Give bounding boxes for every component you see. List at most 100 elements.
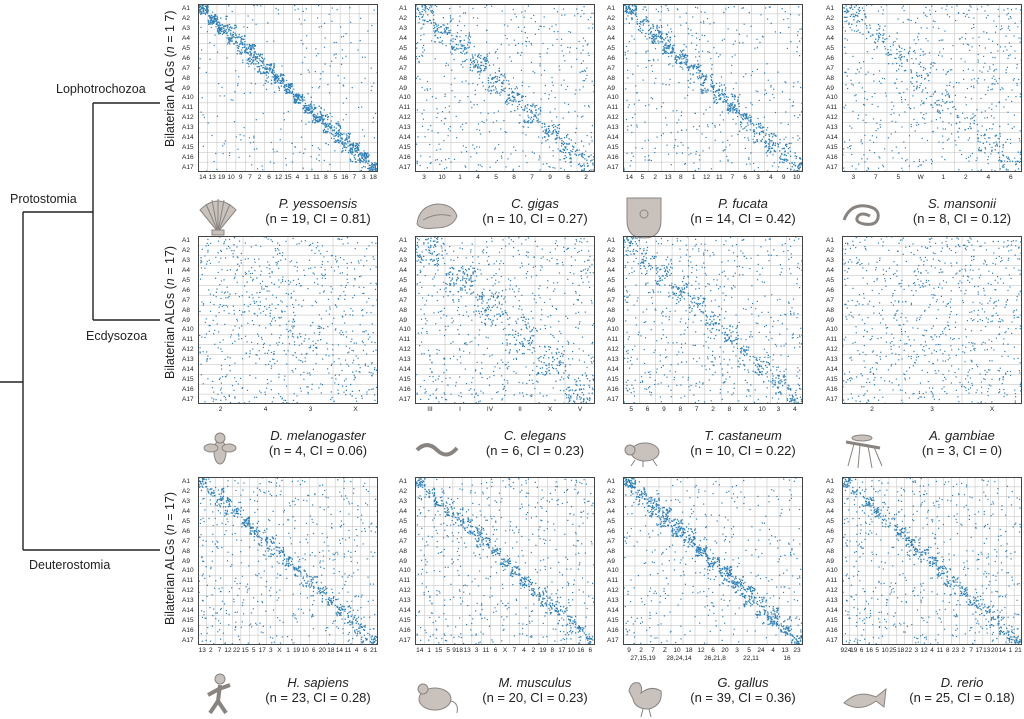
ortholog-dot xyxy=(798,31,799,32)
ortholog-dot xyxy=(845,11,846,12)
ortholog-dot xyxy=(574,111,575,112)
ortholog-dot xyxy=(444,96,445,97)
ortholog-dot xyxy=(488,82,489,83)
ortholog-dot xyxy=(862,87,863,88)
ortholog-dot xyxy=(795,165,796,166)
ortholog-dot xyxy=(688,69,689,70)
ortholog-dot xyxy=(918,33,919,34)
ortholog-dot xyxy=(707,41,708,42)
ortholog-dot xyxy=(251,55,252,56)
ortholog-dot xyxy=(904,10,905,11)
ortholog-dot xyxy=(229,396,230,397)
ortholog-dot xyxy=(473,58,474,59)
ortholog-dot xyxy=(216,292,217,293)
ortholog-dot xyxy=(581,71,582,72)
ortholog-dot xyxy=(793,101,794,102)
ortholog-dot xyxy=(769,146,770,147)
ortholog-dot xyxy=(632,18,633,19)
ortholog-dot xyxy=(951,133,952,134)
ortholog-dot xyxy=(893,44,894,45)
ortholog-dot xyxy=(505,88,506,89)
ortholog-dot xyxy=(713,88,714,89)
ortholog-dot xyxy=(232,35,233,36)
ortholog-dot xyxy=(702,51,703,52)
ortholog-dot xyxy=(910,81,911,82)
ortholog-dot xyxy=(531,18,532,19)
ortholog-dot xyxy=(850,80,851,81)
ortholog-dot xyxy=(202,97,203,98)
ortholog-dot xyxy=(788,124,789,125)
ortholog-dot xyxy=(256,119,257,120)
ortholog-dot xyxy=(216,16,217,17)
ortholog-dot xyxy=(210,311,211,312)
ortholog-dot xyxy=(449,106,450,107)
ortholog-dot xyxy=(456,116,457,117)
ortholog-dot xyxy=(686,46,687,47)
ortholog-dot xyxy=(688,28,689,29)
ortholog-dot xyxy=(271,63,272,64)
ortholog-dot xyxy=(481,166,482,167)
ortholog-dot xyxy=(419,18,420,19)
ortholog-dot xyxy=(915,130,916,131)
ortholog-dot xyxy=(479,66,480,67)
ortholog-dot xyxy=(915,58,916,59)
ortholog-dot xyxy=(472,144,473,145)
ortholog-dot xyxy=(264,73,265,74)
ortholog-dot xyxy=(627,129,628,130)
ortholog-dot xyxy=(901,126,902,127)
ortholog-dot xyxy=(690,153,691,154)
ortholog-dot xyxy=(206,6,207,7)
ortholog-dot xyxy=(913,119,914,120)
ortholog-dot xyxy=(345,150,346,151)
ortholog-dot xyxy=(435,160,436,161)
ortholog-dot xyxy=(728,7,729,8)
ortholog-dot xyxy=(938,28,939,29)
ortholog-dot xyxy=(521,11,522,12)
ortholog-dot xyxy=(481,62,482,63)
orthology-dots xyxy=(199,236,378,404)
ortholog-dot xyxy=(526,41,527,42)
ortholog-dot xyxy=(317,328,318,329)
ortholog-dot xyxy=(879,70,880,71)
ortholog-dot xyxy=(325,132,326,133)
ortholog-dot xyxy=(517,106,518,107)
ortholog-dot xyxy=(855,14,856,15)
ortholog-dot xyxy=(531,110,532,111)
ortholog-dot xyxy=(919,159,920,160)
ortholog-dot xyxy=(231,37,232,38)
ortholog-dot xyxy=(788,27,789,28)
ortholog-dot xyxy=(321,108,322,109)
ortholog-dot xyxy=(539,113,540,114)
ortholog-dot xyxy=(242,42,243,43)
ortholog-dot xyxy=(237,53,238,54)
ortholog-dot xyxy=(501,89,502,90)
ortholog-dot xyxy=(859,21,860,22)
ortholog-dot xyxy=(575,151,576,152)
ortholog-dot xyxy=(794,115,795,116)
ortholog-dot xyxy=(258,305,259,306)
ortholog-dot xyxy=(1010,143,1011,144)
ortholog-dot xyxy=(486,119,487,120)
ortholog-dot xyxy=(666,145,667,146)
ortholog-dot xyxy=(874,152,875,153)
ortholog-dot xyxy=(592,163,593,164)
ortholog-dot xyxy=(504,24,505,25)
ortholog-dot xyxy=(932,161,933,162)
ortholog-dot xyxy=(503,88,504,89)
ortholog-dot xyxy=(862,143,863,144)
ortholog-dot xyxy=(250,60,251,61)
ortholog-dot xyxy=(859,32,860,33)
ortholog-dot xyxy=(584,105,585,106)
ortholog-dot xyxy=(359,142,360,143)
ortholog-dot xyxy=(732,102,733,103)
ortholog-dot xyxy=(363,166,364,167)
ortholog-dot xyxy=(716,99,717,100)
ortholog-dot xyxy=(731,65,732,66)
ortholog-dot xyxy=(308,122,309,123)
ortholog-dot xyxy=(257,56,258,57)
ortholog-dot xyxy=(794,162,795,163)
ortholog-dot xyxy=(763,132,764,133)
ortholog-dot xyxy=(284,90,285,91)
ortholog-dot xyxy=(742,42,743,43)
ortholog-dot xyxy=(756,140,757,141)
